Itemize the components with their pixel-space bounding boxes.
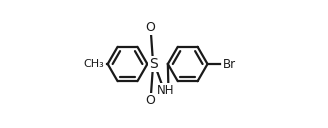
Text: Br: Br bbox=[223, 57, 236, 71]
Text: CH₃: CH₃ bbox=[83, 59, 104, 69]
Text: O: O bbox=[146, 94, 155, 107]
Text: O: O bbox=[146, 21, 155, 34]
Text: S: S bbox=[149, 57, 157, 71]
Text: NH: NH bbox=[157, 84, 175, 97]
